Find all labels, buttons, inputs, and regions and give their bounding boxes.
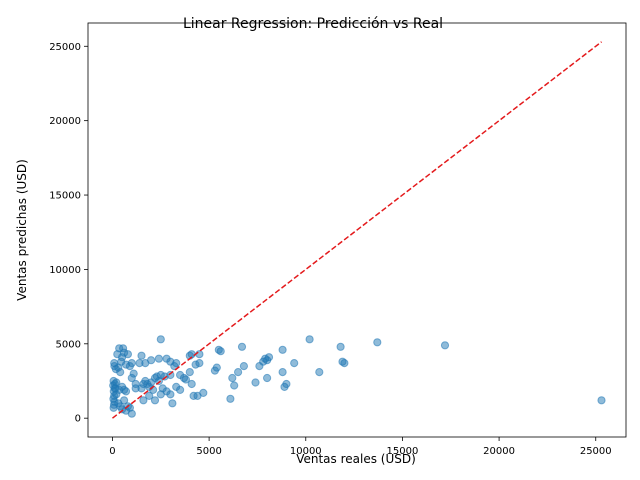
data-point [121, 387, 131, 396]
data-point [216, 347, 225, 356]
data-point [230, 381, 239, 390]
data-point [278, 345, 287, 354]
data-point [147, 356, 156, 365]
data-point [156, 335, 165, 344]
data-point [127, 359, 136, 368]
data-point [195, 350, 204, 359]
y-tick-label: 0 [75, 414, 81, 425]
x-axis-ticks: 0 5000 10000 15000 20000 25000 [109, 437, 612, 457]
plot-frame [87, 22, 627, 438]
data-point [373, 338, 382, 347]
x-tick-label: 5000 [196, 446, 221, 457]
data-point [139, 396, 148, 405]
data-points [109, 335, 606, 418]
data-point [282, 379, 291, 389]
data-point [440, 341, 450, 350]
data-point [237, 342, 247, 351]
chart-title: Linear Regression: Predicción vs Real [183, 16, 443, 32]
data-point [150, 373, 160, 383]
data-point [145, 391, 154, 400]
data-point [226, 394, 235, 403]
data-point [187, 379, 196, 389]
data-point [168, 399, 177, 408]
data-point [112, 378, 121, 387]
x-axis-label: Ventas reales (USD) [296, 452, 416, 466]
data-point [597, 396, 606, 405]
y-tick-label: 10000 [49, 265, 81, 276]
data-point [305, 335, 314, 344]
data-point [264, 353, 274, 362]
data-point [278, 368, 287, 377]
data-point [150, 396, 160, 405]
y-tick-label: 15000 [49, 191, 81, 202]
data-point [166, 390, 175, 399]
data-point [137, 351, 146, 360]
y-tick-label: 20000 [49, 116, 81, 127]
data-point [251, 378, 260, 387]
data-point [127, 373, 136, 383]
y-axis-ticks: 0 5000 10000 15000 20000 25000 [49, 42, 88, 425]
data-point [127, 409, 136, 418]
data-point [176, 385, 185, 394]
x-tick-label: 20000 [483, 446, 515, 457]
data-point [120, 396, 129, 405]
data-point [131, 384, 140, 393]
data-point [172, 359, 181, 368]
y-axis-label: Ventas predichas (USD) [15, 159, 29, 301]
data-point [228, 373, 237, 383]
data-point [195, 359, 204, 368]
data-point [340, 359, 349, 368]
data-point [212, 363, 221, 372]
reference-line [111, 41, 603, 419]
data-point [199, 388, 208, 397]
data-point [185, 368, 194, 377]
x-tick-label: 10000 [290, 446, 322, 457]
y-tick-label: 5000 [56, 339, 81, 350]
data-point [336, 342, 345, 351]
data-point [123, 350, 133, 359]
data-point [263, 373, 272, 383]
data-point [181, 375, 190, 384]
data-point [154, 354, 163, 363]
x-tick-label: 0 [109, 446, 115, 457]
x-tick-label: 15000 [387, 446, 419, 457]
data-point [116, 368, 125, 377]
data-point [290, 359, 299, 368]
y-tick-label: 25000 [49, 42, 81, 53]
x-tick-label: 25000 [580, 446, 612, 457]
data-point [158, 384, 167, 393]
data-point [239, 362, 248, 371]
data-point [315, 368, 324, 377]
data-point [234, 368, 243, 377]
